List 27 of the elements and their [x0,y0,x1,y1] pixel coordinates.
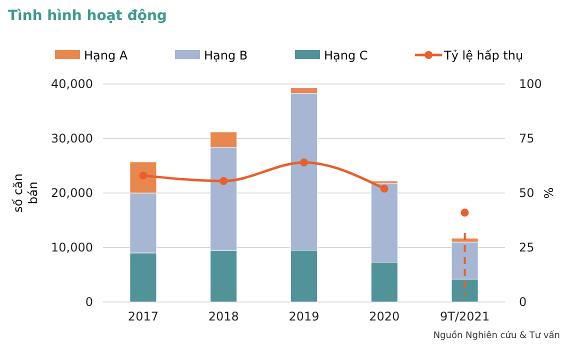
x-tick-label: 2018 [208,310,239,324]
y2-tick-label: 0 [519,294,527,309]
y-tick-label: 0 [85,294,93,309]
x-tick-label: 2017 [128,310,158,324]
point [380,184,388,193]
legend-label: Hạng C [324,48,368,62]
legend-label: Tỷ lệ hấp thụ [443,48,524,62]
x-tick-label: 2020 [369,310,400,324]
point [460,208,469,217]
y2-tick-label: 50 [519,186,534,200]
y2-tick-label: 25 [519,240,534,254]
y2-tick-label: 100 [519,76,542,91]
chart-title: Tình hình hoạt động [8,8,167,24]
y-tick-label: 30,000 [51,131,93,146]
y2-tick-label: 75 [519,131,534,146]
legend-label: Hạng B [204,48,248,62]
y2-axis-title: % [542,187,556,199]
text: Nguồn Nghiên cứu & Tư vấn [433,330,560,341]
x-tick-label: 9T/2021 [440,310,490,324]
x-tick-label: 2019 [288,310,320,324]
y-tick-label: 20,000 [51,186,93,200]
y-axis-title: số căn bán [11,174,40,212]
legend-label: Hạng A [84,48,128,62]
point [300,158,308,166]
y-tick-label: 40,000 [51,76,93,91]
y-tick-label: 10,000 [51,240,93,254]
point [220,177,228,185]
